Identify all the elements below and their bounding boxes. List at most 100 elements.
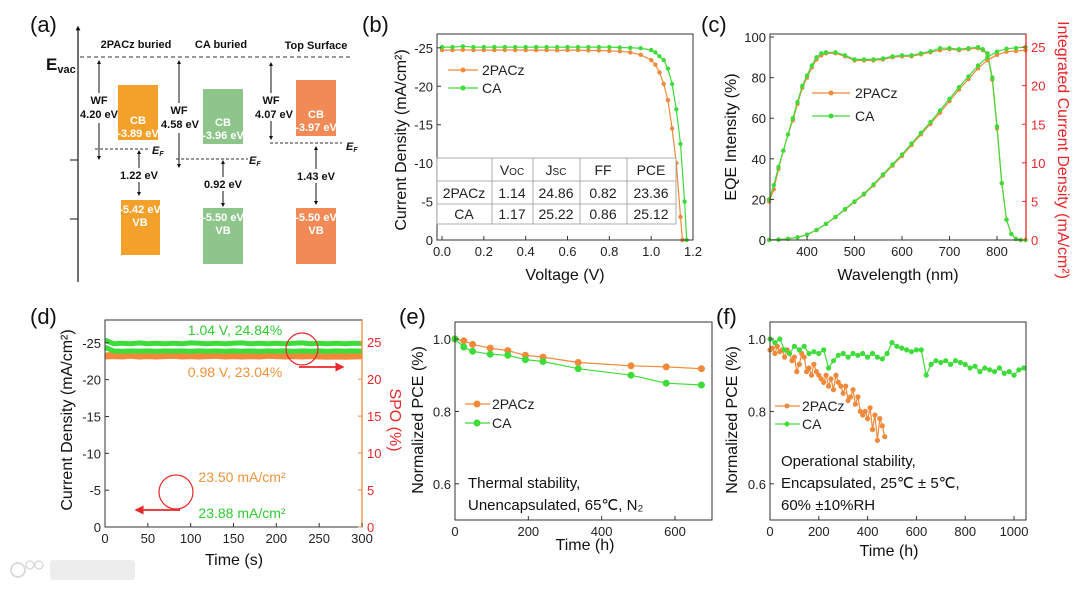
data-point xyxy=(628,45,633,50)
data-point xyxy=(777,336,783,342)
data-point xyxy=(855,352,861,358)
data-point xyxy=(638,52,643,57)
data-point xyxy=(833,214,838,220)
data-point xyxy=(1004,217,1009,222)
wf-value: 4.07 eV xyxy=(255,109,294,121)
legend-label: 2PACz xyxy=(802,398,845,414)
gap-value: 1.43 eV xyxy=(297,171,336,183)
data-point xyxy=(814,55,819,60)
legend-c: 2PACz CA xyxy=(812,85,898,124)
annotation-conditions: Encapsulated, 25℃ ± 5℃, xyxy=(781,475,960,492)
y2-tick-label: 20 xyxy=(1031,79,1045,94)
data-point xyxy=(661,81,666,87)
x-tick-label: 250 xyxy=(308,531,330,546)
data-point xyxy=(678,141,683,147)
data-point xyxy=(486,344,494,352)
data-point xyxy=(994,49,1000,54)
table-row: CA 1.17 25.22 0.86 25.12 xyxy=(454,206,668,222)
panel-label-d: (d) xyxy=(30,304,57,329)
data-point xyxy=(774,343,780,349)
data-point xyxy=(830,387,837,393)
legend-e: 2PACz CA xyxy=(465,396,535,431)
plot-e: 0 200 400 600 0.6 0.8 1.0 xyxy=(433,321,713,539)
data-point xyxy=(962,361,968,367)
data-point xyxy=(823,50,829,55)
annotation-conditions: 60% ±10%RH xyxy=(781,497,875,514)
data-point xyxy=(956,47,962,52)
data-point xyxy=(814,227,819,233)
data-point xyxy=(840,350,846,357)
y-tick-label: -5 xyxy=(89,483,101,498)
y-tick-label: 40 xyxy=(752,152,766,167)
data-point xyxy=(967,365,973,371)
highlight-circle xyxy=(285,332,319,366)
table-cell: 25.12 xyxy=(633,206,668,222)
data-point xyxy=(826,383,832,389)
data-point xyxy=(1013,236,1019,242)
series-line-2pacz-j xyxy=(104,351,362,358)
data-point xyxy=(879,356,885,362)
y-tick-label: -20 xyxy=(414,79,433,94)
ef-label: EF xyxy=(152,145,164,158)
y-axis-title-e: Normalized PCE (%) xyxy=(410,346,427,494)
table-header-pce: PCE xyxy=(637,162,666,178)
data-point xyxy=(523,44,528,50)
y-tick-label: -10 xyxy=(82,446,101,461)
x-tick-label: 0 xyxy=(451,524,458,539)
vb-value: -5.50 eV xyxy=(202,212,244,224)
vb-box xyxy=(203,208,243,264)
data-point xyxy=(928,119,933,125)
data-point xyxy=(918,130,924,135)
data-point xyxy=(533,44,539,50)
data-point xyxy=(867,405,873,411)
series-line-ca-j xyxy=(104,344,363,354)
data-point xyxy=(1001,370,1007,376)
data-point xyxy=(682,199,687,204)
data-point xyxy=(469,340,477,348)
data-point xyxy=(460,337,468,345)
data-point xyxy=(439,44,445,50)
data-point xyxy=(628,50,633,55)
data-point xyxy=(972,363,978,369)
y-axis-title-b: Current Density (mA/cm²) xyxy=(393,49,410,230)
y2-tick-label: 15 xyxy=(1031,117,1045,132)
table-header-voc: VOC xyxy=(500,162,524,178)
data-point xyxy=(790,116,795,121)
y2-tick-label: 10 xyxy=(1031,156,1045,171)
x-tick-label: 600 xyxy=(906,524,928,539)
x-axis-title-c: Wavelength (nm) xyxy=(837,267,958,284)
y-tick-label: 100 xyxy=(744,30,766,45)
y-axis-title-d: Current Density (mA/cm²) xyxy=(59,329,76,510)
data-point xyxy=(486,350,494,358)
x-tick-label: 200 xyxy=(808,524,830,539)
data-point xyxy=(830,358,837,364)
x-tick-label: 0.6 xyxy=(558,244,576,259)
data-point xyxy=(662,379,670,387)
wf-label: WF xyxy=(90,95,107,107)
data-point xyxy=(821,379,827,385)
table-cell: 2PACz xyxy=(443,185,486,201)
legend-label: CA xyxy=(492,415,512,431)
data-point xyxy=(982,365,988,371)
y-axis-title-c: EQE Intensity (%) xyxy=(723,73,740,200)
data-point xyxy=(833,50,838,55)
data-point xyxy=(842,53,848,58)
ef-label: EF xyxy=(249,155,261,168)
data-point xyxy=(947,46,952,51)
data-point xyxy=(994,124,1000,129)
y-tick-label: 1.0 xyxy=(748,332,766,347)
data-point xyxy=(985,51,990,56)
data-point xyxy=(948,361,954,367)
data-point xyxy=(665,97,671,103)
legend-marker xyxy=(460,85,466,91)
data-point xyxy=(460,47,466,52)
x-tick-label: 800 xyxy=(954,524,976,539)
y2-tick-label: 15 xyxy=(367,409,381,424)
ef-label: EF xyxy=(346,141,358,154)
data-point xyxy=(908,349,915,355)
data-point xyxy=(966,74,971,79)
data-point xyxy=(975,63,981,68)
y-axis-title-f: Normalized PCE (%) xyxy=(724,346,741,494)
data-point xyxy=(826,365,832,371)
